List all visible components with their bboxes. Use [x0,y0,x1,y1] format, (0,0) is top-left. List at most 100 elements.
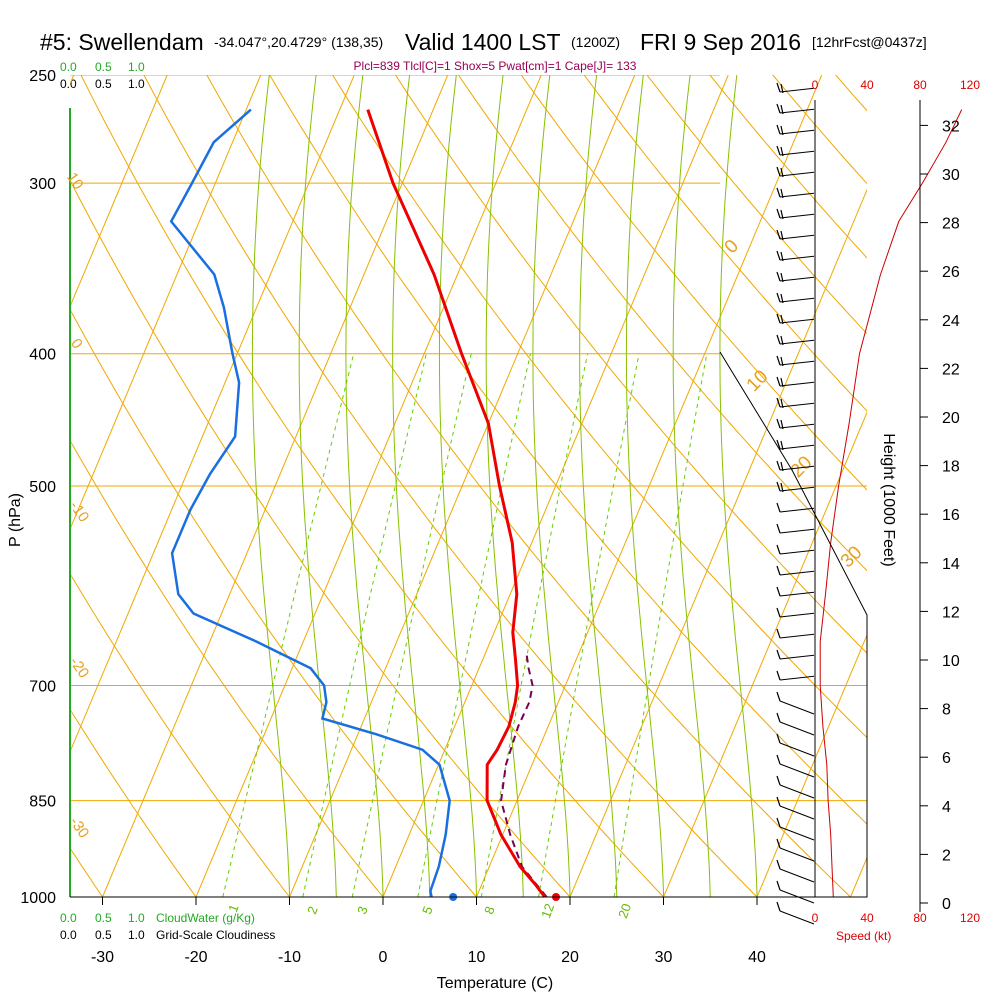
moist-adiabat-5 [393,51,430,926]
cloudwater-tick-top-2: 1.0 [128,60,145,74]
wind-barb-flag-1 [777,104,780,113]
wind-barb-2 [777,125,814,135]
mixing-label-5: 5 [419,904,436,916]
wind-barb-flag-25 [777,608,780,617]
wind-panel-boundary [70,352,867,897]
wind-barb-staff-7 [780,235,814,239]
wind-barb-29 [777,692,814,714]
wind-barb-staff-1 [780,109,814,113]
wind-barb-staff-27 [780,655,814,659]
wind-barb-12 [777,335,814,345]
wind-barb-flag-21 [777,524,780,533]
moist-adiabat--5 [299,51,336,926]
temperature-tick--30: -30 [91,949,114,966]
pressure-tick-250: 250 [29,68,56,85]
wind-barb-33 [777,776,814,798]
title-location: -34.047°,20.4729° (138,35) [214,34,383,50]
isotherm-labels: 10 0 -10 -20 -30 [63,169,92,841]
wind-barb-0 [777,83,814,93]
theta-label-0: 0 [721,236,743,258]
wind-barb-flag-33 [777,776,780,785]
cloudiness-tick-bottom-0: 0.0 [60,928,77,942]
mixing-label-12: 12 [538,901,557,920]
wind-barb-flag-20 [777,503,780,512]
wind-barb-flag-24 [777,587,780,596]
wind-barb-flag-18 [777,461,780,470]
cloudwater-label: CloudWater (g/Kg) [156,911,255,925]
wind-barb-staff-25 [780,613,814,617]
wind-barb-flag-29 [777,692,780,701]
dry-adiabat-90 [442,51,1000,926]
height-tick-32: 32 [942,118,960,135]
mixing-ratio-labels: 1 2 3 5 8 12 20 [225,901,634,920]
speed-tick-bottom-80: 80 [913,911,927,925]
moist-adiabat-20 [533,51,570,926]
wind-barb-flag-6 [777,209,780,218]
pressure-tick-850: 850 [29,794,56,811]
wind-barb-39 [777,902,814,924]
temperature-axis-label: Temperature (C) [437,975,553,992]
cloudiness-tick-bottom-1: 0.5 [95,928,112,942]
mixing-label-8: 8 [481,904,498,916]
temperature-tick-30: 30 [655,949,673,966]
speed-tick-top-80: 80 [913,78,927,92]
parcel-line [501,655,546,897]
theta-labels: 0 10 20 30 [721,236,867,572]
wind-barb-7 [777,230,814,240]
dry-adiabat-80 [380,51,1000,926]
wind-barb-3 [777,146,814,156]
dry-adiabat-30 [69,51,691,926]
cloudwater-tick-bottom-0: 0.0 [60,911,77,925]
wind-barb-staff-16 [780,424,814,428]
moist-adiabat-35 [673,51,710,926]
wind-barb-staff-12 [780,340,814,344]
temperature-tick--10: -10 [278,949,301,966]
isotherm-label-10: 10 [63,169,86,192]
wind-barb-staff-4 [780,172,814,176]
height-tick-6: 6 [942,750,951,767]
wind-barb-staff-39 [780,911,814,924]
wind-barb-10 [777,293,814,303]
wind-barb-flag-37 [777,860,780,869]
pressure-tick-1000: 1000 [20,890,56,907]
height-tick-16: 16 [942,507,960,524]
wind-barb-flag-22 [777,545,780,554]
wind-barb-37 [777,860,814,882]
wind-barb-flag-5 [777,188,780,197]
moist-adiabat--10 [252,51,289,926]
height-tick-14: 14 [942,556,960,573]
moist-adiabat-30 [626,51,663,926]
height-tick-20: 20 [942,410,960,427]
moist-adiabat-25 [580,51,617,926]
speed-tick-top-40: 40 [860,78,874,92]
temperature-tick--20: -20 [184,949,207,966]
wind-barb-staff-36 [780,848,814,861]
wind-barb-staff-30 [780,722,814,735]
title-utc: (1200Z) [571,34,620,50]
wind-barb-staff-26 [780,634,814,638]
height-tick-26: 26 [942,264,960,281]
wind-barb-staff-34 [780,806,814,819]
title-valid: Valid 1400 LST [405,29,561,55]
wind-barb-staff-33 [780,785,814,798]
wind-barb-flag-3 [777,146,780,155]
wind-barb-flag-16 [777,419,780,428]
speed-tick-bottom-40: 40 [860,911,874,925]
dewpoint-line [171,110,450,897]
mixing-label-20: 20 [615,901,634,920]
mixing-label-2: 2 [304,904,321,916]
wind-barb-flag-4 [777,167,780,176]
wind-barb-flag-32 [777,755,780,764]
height-tick-0: 0 [942,896,951,913]
wind-barb-23 [777,566,814,575]
height-tick-18: 18 [942,459,960,476]
wind-barb-staff-3 [780,151,814,155]
pressure-axis-label: P (hPa) [7,493,24,547]
title-forecast: [12hrFcst@0437z] [812,34,927,50]
cloudiness-tick-top-0: 0.0 [60,77,77,91]
wind-barb-staff-5 [780,193,814,197]
wind-barb-flag-26 [777,629,780,638]
